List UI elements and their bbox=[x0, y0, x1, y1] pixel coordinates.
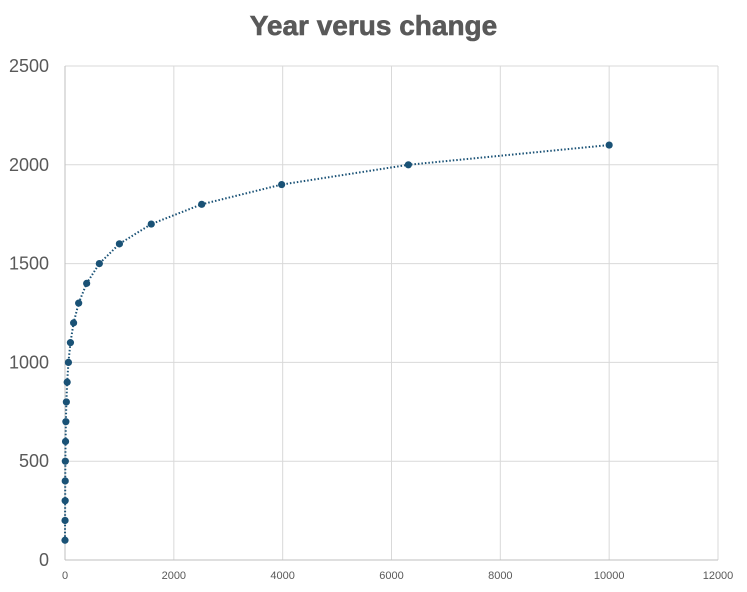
data-point bbox=[147, 220, 155, 228]
data-point bbox=[61, 516, 69, 525]
data-point bbox=[95, 260, 103, 268]
data-point bbox=[63, 378, 71, 386]
gridlines bbox=[65, 65, 719, 560]
data-point bbox=[61, 536, 69, 544]
y-tick-label: 2500 bbox=[9, 56, 49, 76]
x-tick-label: 4000 bbox=[270, 570, 294, 582]
series-line bbox=[64, 144, 610, 541]
data-point bbox=[61, 497, 69, 505]
x-tick-label: 8000 bbox=[488, 570, 512, 582]
data-point bbox=[75, 299, 83, 307]
data-point bbox=[605, 141, 613, 149]
x-tick-label: 10000 bbox=[594, 570, 625, 582]
data-point bbox=[62, 418, 70, 426]
data-point bbox=[198, 200, 206, 208]
y-tick-label: 0 bbox=[39, 550, 49, 570]
y-tick-label: 1500 bbox=[9, 254, 49, 274]
data-point bbox=[61, 477, 69, 485]
tick-labels: 0 500 1000 1500 2000 2500 0 2000 4000 6000 8000 100… bbox=[9, 56, 733, 582]
y-tick-label: 2000 bbox=[9, 155, 49, 175]
chart-title: Year verus change bbox=[249, 10, 498, 42]
y-tick-label: 1000 bbox=[9, 352, 49, 372]
x-tick-label: 0 bbox=[62, 570, 68, 582]
data-point bbox=[278, 180, 286, 189]
data-point bbox=[83, 279, 91, 287]
data-point bbox=[61, 437, 70, 446]
data-point bbox=[66, 339, 75, 347]
x-tick-label: 6000 bbox=[379, 570, 403, 582]
y-tick-label: 500 bbox=[19, 451, 49, 471]
x-tick-label: 12000 bbox=[703, 570, 734, 582]
data-point bbox=[115, 240, 124, 248]
data-point bbox=[69, 319, 78, 327]
data-point bbox=[64, 358, 73, 366]
data-point bbox=[61, 457, 69, 465]
data-point bbox=[62, 398, 70, 406]
x-tick-label: 2000 bbox=[162, 570, 186, 582]
data-points bbox=[61, 141, 613, 544]
data-point bbox=[404, 161, 412, 169]
